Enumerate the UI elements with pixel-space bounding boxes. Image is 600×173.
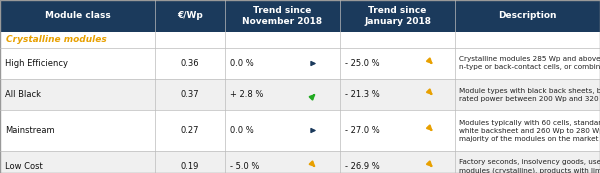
Text: Trend since
January 2018: Trend since January 2018 (364, 6, 431, 26)
Bar (0, 0, 600, 32)
Text: 0.37: 0.37 (181, 90, 199, 99)
Text: 0.0 %: 0.0 % (230, 126, 254, 135)
Bar (0, 151, 600, 173)
Text: Low Cost: Low Cost (5, 162, 43, 171)
Text: Module types with black back sheets, black frames and a
rated power between 200 : Module types with black back sheets, bla… (459, 88, 600, 102)
Text: Crystalline modules: Crystalline modules (6, 35, 107, 44)
Text: 0.0 %: 0.0 % (230, 59, 254, 68)
Text: 0.36: 0.36 (181, 59, 199, 68)
Text: Mainstream: Mainstream (5, 126, 55, 135)
Bar (0, 48, 600, 79)
Text: Modules typically with 60 cells, standard aluminum frame,
white backsheet and 26: Modules typically with 60 cells, standar… (459, 120, 600, 142)
Text: High Efficiency: High Efficiency (5, 59, 68, 68)
Text: - 27.0 %: - 27.0 % (345, 126, 380, 135)
Text: 0.27: 0.27 (181, 126, 199, 135)
Text: Factory seconds, insolvency goods, used or low-output
modules (crystalline), pro: Factory seconds, insolvency goods, used … (459, 159, 600, 173)
Text: - 26.9 %: - 26.9 % (345, 162, 380, 171)
Text: Description: Description (498, 11, 557, 20)
Bar (0, 79, 600, 110)
Text: 0.19: 0.19 (181, 162, 199, 171)
Text: €/Wp: €/Wp (177, 11, 203, 20)
Bar (0, 32, 600, 48)
Text: - 5.0 %: - 5.0 % (230, 162, 259, 171)
Text: - 25.0 %: - 25.0 % (345, 59, 380, 68)
Text: - 21.3 %: - 21.3 % (345, 90, 380, 99)
Text: All Black: All Black (5, 90, 41, 99)
Text: + 2.8 %: + 2.8 % (230, 90, 263, 99)
Text: Trend since
November 2018: Trend since November 2018 (242, 6, 323, 26)
Text: Crystalline modules 285 Wp and above with PERC, HIT,
n-type or back-contact cell: Crystalline modules 285 Wp and above wit… (459, 57, 600, 71)
Text: Module class: Module class (44, 11, 110, 20)
Bar (0, 110, 600, 151)
